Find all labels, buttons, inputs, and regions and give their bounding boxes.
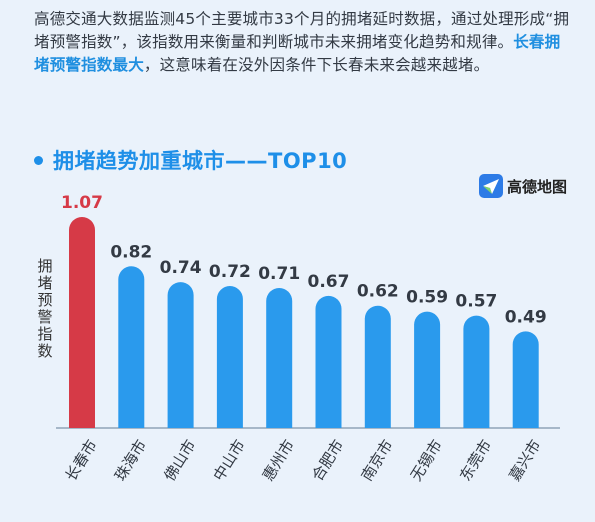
category-label: 长春市 bbox=[62, 437, 101, 485]
chart-heading: 拥堵趋势加重城市——TOP10 bbox=[34, 146, 347, 174]
bar-佛山市 bbox=[167, 282, 194, 428]
value-label: 0.59 bbox=[406, 288, 448, 308]
category-label: 东莞市 bbox=[456, 437, 495, 485]
value-label: 0.74 bbox=[160, 258, 202, 278]
intro-part1: 高德交通大数据监测45个主要城市33个月的拥堵延时数据，通过处理形成“拥堵预警指… bbox=[34, 10, 570, 51]
value-label: 0.67 bbox=[308, 272, 350, 292]
category-label: 嘉兴市 bbox=[505, 437, 544, 485]
bar-东莞市 bbox=[463, 315, 490, 428]
bar-嘉兴市 bbox=[512, 331, 539, 428]
category-label: 南京市 bbox=[358, 437, 397, 485]
amap-logo: 高德地图 bbox=[478, 173, 567, 199]
category-label: 中山市 bbox=[210, 437, 249, 485]
value-label: 0.71 bbox=[258, 264, 300, 284]
bar-珠海市 bbox=[118, 266, 145, 428]
amap-logo-icon bbox=[479, 174, 503, 198]
bar-无锡市 bbox=[414, 311, 441, 428]
category-label: 惠州市 bbox=[259, 437, 298, 485]
value-label: 0.49 bbox=[505, 307, 547, 327]
value-label: 1.07 bbox=[61, 193, 103, 213]
category-label: 无锡市 bbox=[407, 437, 446, 485]
bar-长春市 bbox=[69, 217, 95, 428]
bar-南京市 bbox=[364, 305, 391, 428]
intro-part2: ，这意味着在没外因条件下长春未来会越来越堵。 bbox=[143, 56, 490, 74]
chart-title: 拥堵趋势加重城市——TOP10 bbox=[53, 149, 348, 173]
bar-惠州市 bbox=[266, 287, 293, 428]
intro-text: 高德交通大数据监测45个主要城市33个月的拥堵延时数据，通过处理形成“拥堵预警指… bbox=[34, 8, 574, 77]
logo-text: 高德地图 bbox=[507, 177, 568, 196]
category-label: 珠海市 bbox=[111, 437, 150, 485]
value-label: 0.82 bbox=[110, 242, 152, 262]
bar-合肥市 bbox=[315, 295, 342, 428]
y-axis-label: 拥堵预警指数 bbox=[37, 257, 53, 360]
intro-highlight: 长春拥堵预警指数最大 bbox=[34, 33, 561, 74]
category-label: 合肥市 bbox=[308, 437, 347, 485]
value-label: 0.72 bbox=[209, 262, 251, 282]
bullet-icon bbox=[34, 155, 43, 165]
value-label: 0.57 bbox=[455, 292, 497, 312]
bar-中山市 bbox=[216, 286, 243, 428]
category-label: 佛山市 bbox=[160, 437, 199, 485]
value-label: 0.62 bbox=[357, 282, 399, 302]
